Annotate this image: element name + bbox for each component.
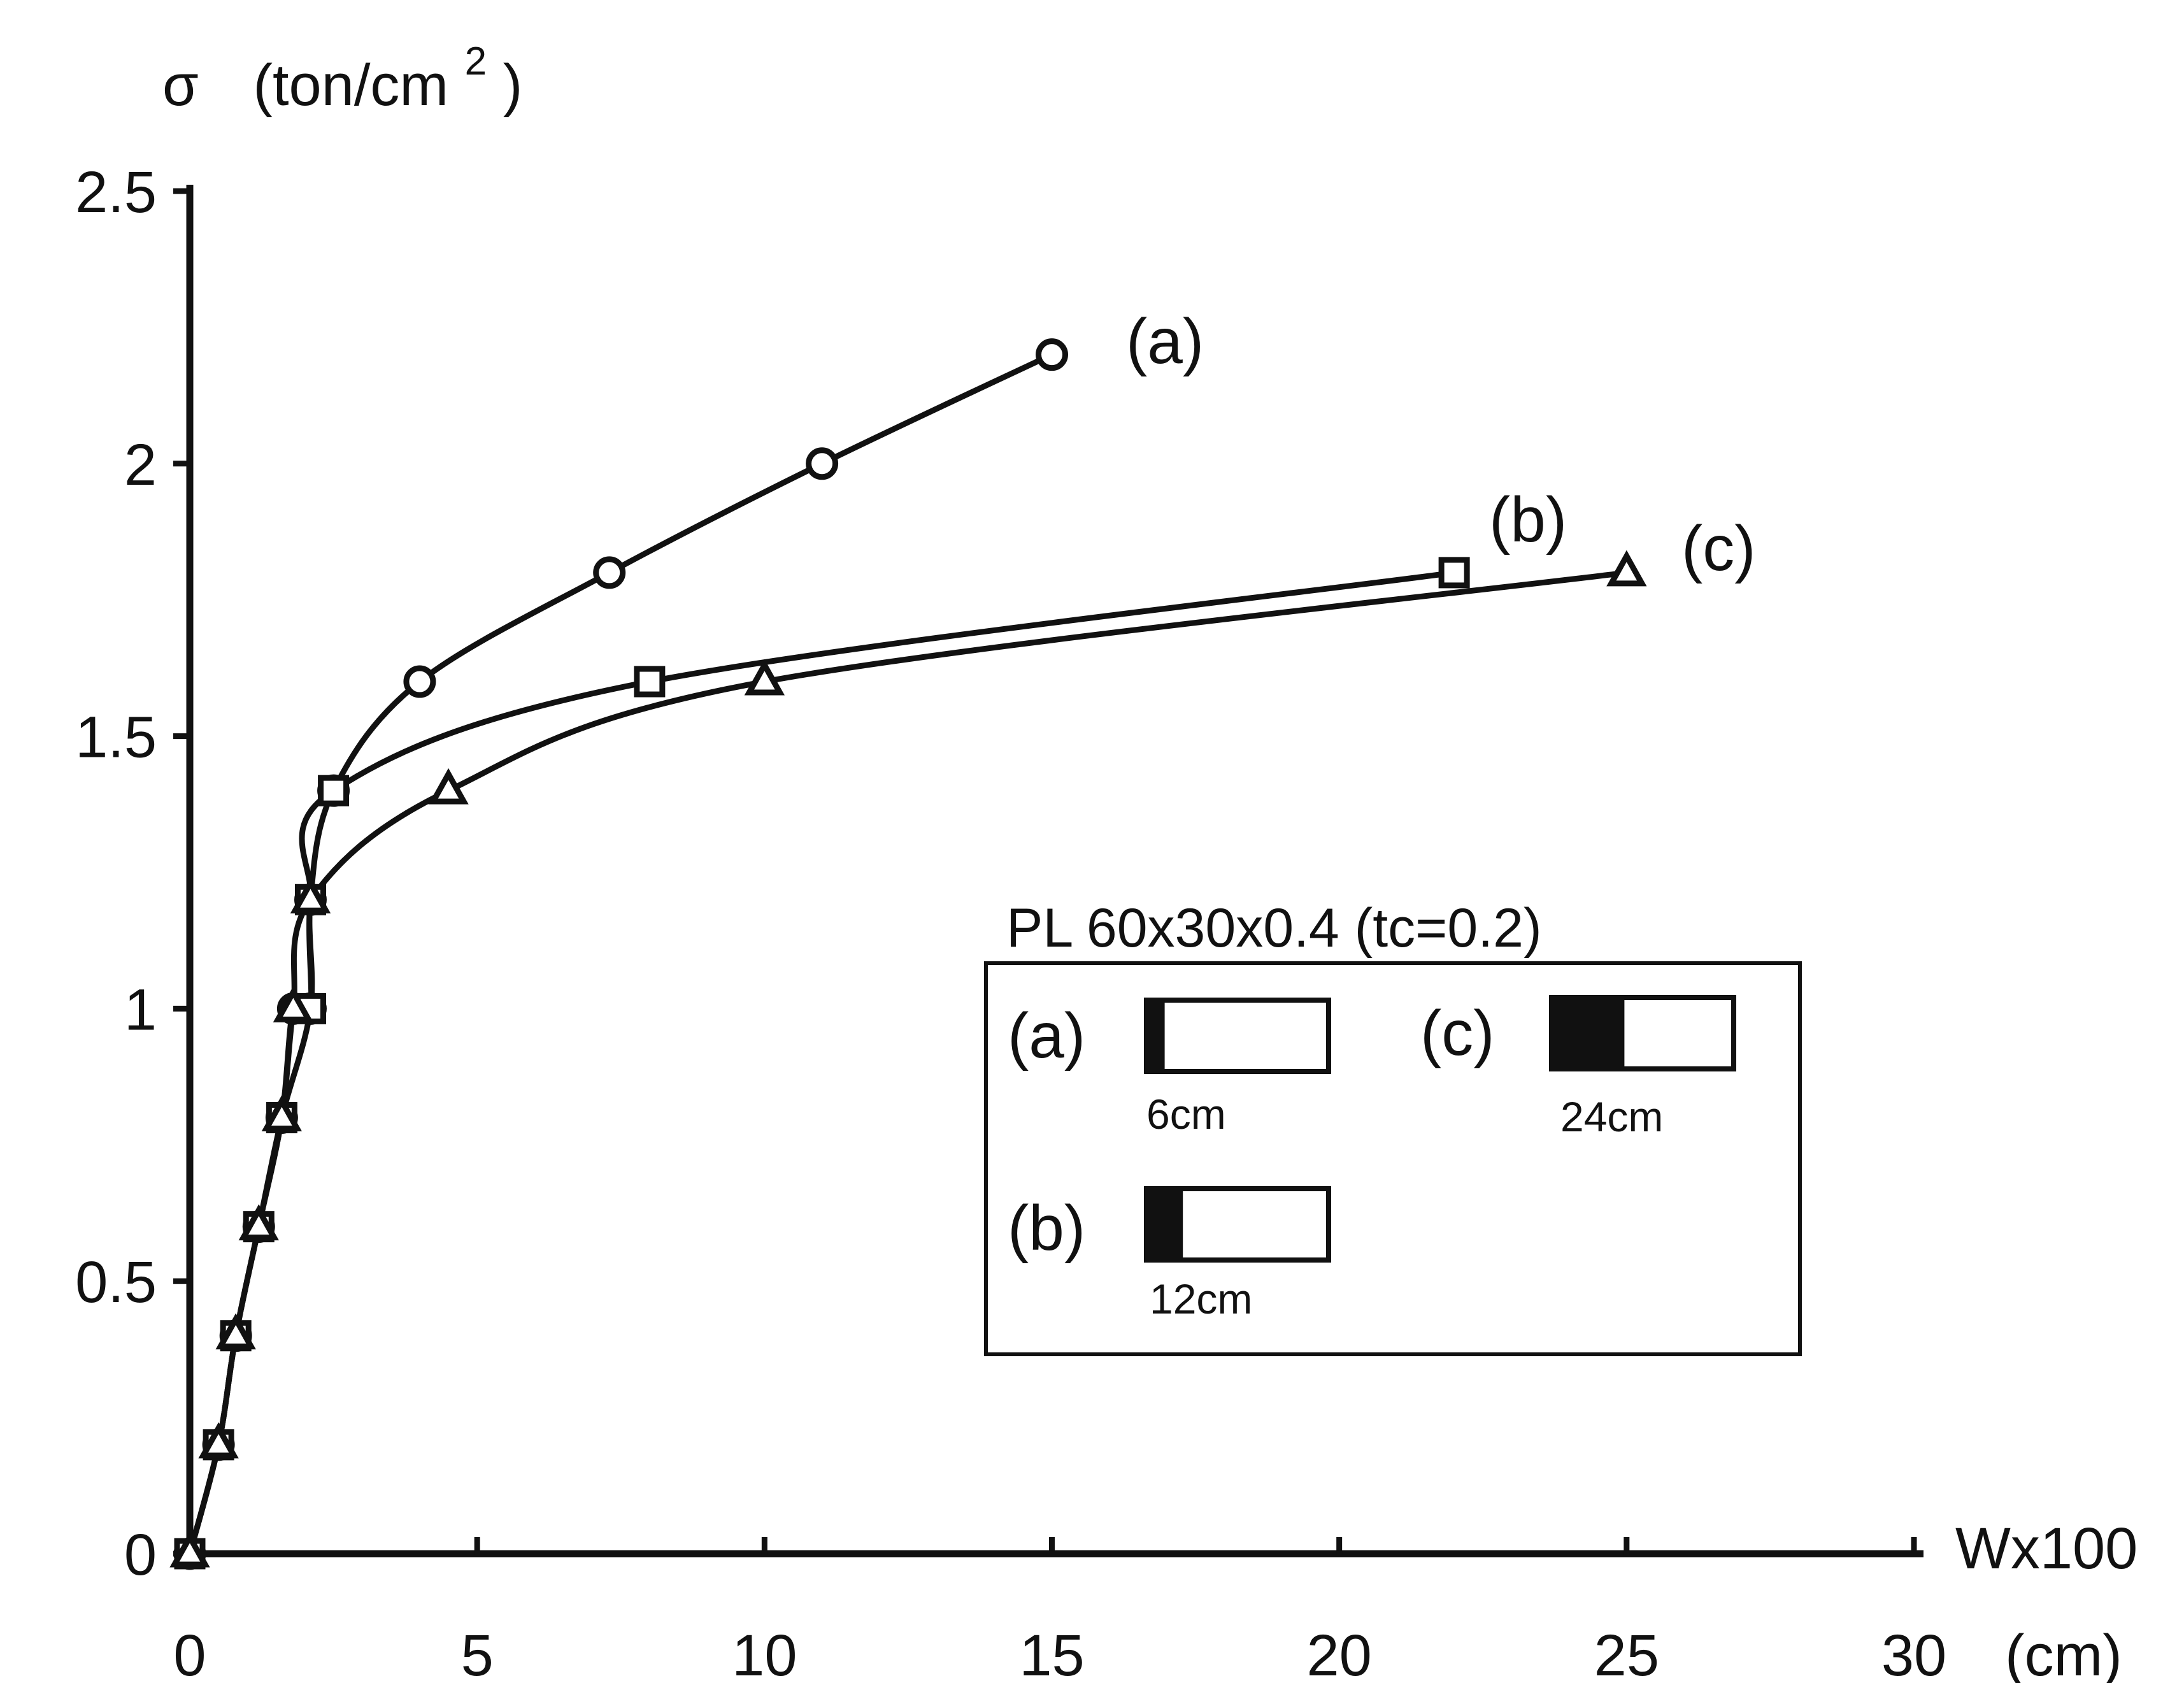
y-axis-title: σ (ton/cm 2 ) <box>162 22 522 118</box>
y-tick-label-5: 2.5 <box>75 160 157 225</box>
data-point-c-0 <box>169 1531 210 1568</box>
y-axis-ticks: 0 0.5 1 1.5 2 2.5 <box>75 160 190 1587</box>
legend: PL 60x30x0.4 (tc=0.2) (a) 6cm (c) 24cm (… <box>984 898 1802 1356</box>
legend-item-b-swatch <box>1144 1186 1331 1263</box>
legend-item-a-swatch <box>1144 998 1331 1074</box>
y-axis-unit-close: ) <box>503 53 523 118</box>
y-tick-label-2: 1 <box>124 977 157 1042</box>
data-point-c-1 <box>198 1422 239 1459</box>
data-point-c-5 <box>273 986 314 1022</box>
x-axis-title: Wx100 <box>1955 1516 2138 1581</box>
legend-item-c-width: 24cm <box>1560 1093 1663 1140</box>
data-point-c-3 <box>238 1204 279 1241</box>
swatch-a-fill <box>1146 1000 1165 1071</box>
x-tick-label-1: 5 <box>461 1623 494 1683</box>
legend-item-a-width: 6cm <box>1146 1091 1226 1138</box>
data-point-b-8 <box>634 666 666 698</box>
y-tick-label-4: 2 <box>124 433 157 498</box>
x-tick-label-0: 0 <box>173 1623 206 1683</box>
legend-item-a-label: (a) <box>1008 1000 1085 1071</box>
y-axis-symbol: σ <box>162 53 199 118</box>
legend-item-b-width: 12cm <box>1150 1275 1252 1322</box>
data-point-a-10 <box>593 556 626 589</box>
data-point-c-8 <box>744 659 785 696</box>
data-point-b-9 <box>1438 557 1470 589</box>
x-tick-label-2: 10 <box>732 1623 797 1683</box>
y-axis-unit: (ton/cm <box>253 53 448 118</box>
data-point-a-11 <box>806 447 839 480</box>
data-point-b-7 <box>318 775 350 806</box>
y-axis-exponent: 2 <box>465 39 487 83</box>
y-tick-label-1: 0.5 <box>75 1250 157 1315</box>
swatch-a-frame <box>1144 998 1331 1074</box>
y-tick-label-3: 1.5 <box>75 705 157 770</box>
swatch-c-fill <box>1552 998 1625 1069</box>
data-point-a-12 <box>1036 338 1068 371</box>
legend-item-c-swatch <box>1549 995 1736 1071</box>
x-axis-ticks: 0 5 10 15 20 25 30 <box>173 1537 1946 1683</box>
x-tick-label-4: 20 <box>1306 1623 1371 1683</box>
series-layer <box>169 338 1647 1570</box>
series-label-b: (b) <box>1489 484 1567 555</box>
data-point-c-6 <box>290 877 331 913</box>
data-point-a-9 <box>403 665 436 698</box>
series-line-a <box>187 352 1055 1557</box>
x-axis-unit: (cm) <box>2005 1623 2122 1683</box>
x-tick-label-5: 25 <box>1594 1623 1659 1683</box>
x-tick-label-6: 30 <box>1881 1623 1946 1683</box>
legend-title: PL 60x30x0.4 (tc=0.2) <box>1006 898 1542 959</box>
legend-item-b-label: (b) <box>1008 1192 1085 1264</box>
x-tick-label-3: 15 <box>1019 1623 1084 1683</box>
y-tick-label-0: 0 <box>124 1522 157 1587</box>
series-label-c: (c) <box>1681 513 1756 584</box>
data-point-c-4 <box>261 1095 303 1132</box>
data-point-c-9 <box>1606 550 1647 587</box>
series-label-a: (a) <box>1126 306 1204 377</box>
swatch-b-fill <box>1146 1189 1183 1260</box>
legend-item-c-label: (c) <box>1420 998 1495 1069</box>
data-point-c-7 <box>428 768 469 805</box>
data-point-c-2 <box>215 1313 256 1350</box>
